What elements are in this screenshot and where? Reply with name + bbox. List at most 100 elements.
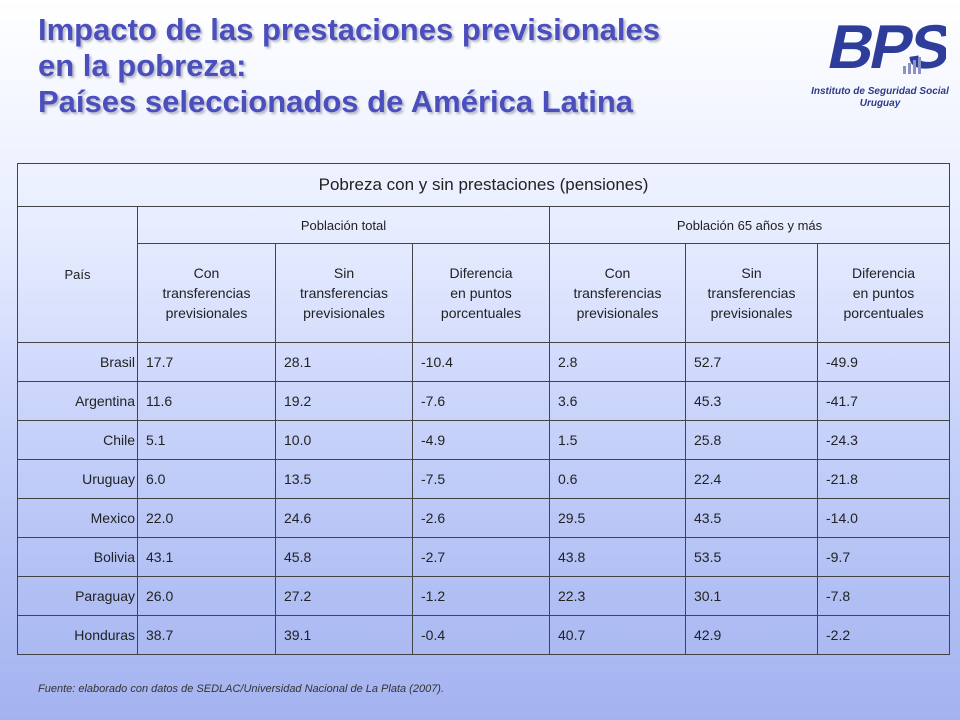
value-cell: -14.0 — [816, 498, 951, 538]
country-cell: Chile — [17, 420, 138, 460]
logo-bar — [903, 66, 906, 74]
slide-title: Impacto de las prestaciones previsionale… — [38, 12, 798, 120]
column-subheader-line: transferencias — [162, 285, 251, 301]
value-cell: -7.8 — [816, 576, 951, 616]
group-header-65-plus: Población 65 años y más — [548, 206, 951, 244]
poverty-table-body: Pobreza con y sin prestaciones (pensione… — [16, 163, 951, 655]
value-cell: -49.9 — [816, 342, 951, 382]
column-subheader-line: Diferencia — [449, 265, 513, 281]
country-column-header: País — [17, 206, 138, 343]
value-cell: -21.8 — [816, 459, 951, 499]
value-cell: 22.0 — [137, 498, 276, 538]
column-subheader: Sin transferencias previsionales — [685, 243, 818, 343]
title-line-1: Impacto de las prestaciones previsionale… — [38, 12, 660, 47]
column-subheader-line: Con — [193, 265, 220, 281]
column-subheader-line: previsionales — [303, 305, 385, 321]
column-subheader-line: Sin — [333, 265, 355, 281]
value-cell: 5.1 — [137, 420, 276, 460]
value-cell: -1.2 — [412, 576, 550, 616]
country-cell: Argentina — [17, 381, 138, 421]
value-cell: -2.6 — [412, 498, 550, 538]
value-cell: 2.8 — [549, 342, 686, 382]
value-cell: -7.6 — [412, 381, 550, 421]
value-cell: 27.2 — [275, 576, 413, 616]
column-subheader-line: previsionales — [710, 305, 793, 321]
value-cell: 45.8 — [275, 537, 413, 577]
column-subheader: Con transferencias previsionales — [137, 243, 276, 343]
value-cell: -41.7 — [816, 381, 951, 421]
column-subheader: Diferencia en puntos porcentuales — [412, 243, 550, 343]
value-cell: 39.1 — [275, 615, 413, 655]
value-cell: -2.2 — [816, 615, 951, 655]
table-row: Uruguay 6.0 13.5 -7.5 0.6 22.4 -21.8 — [17, 459, 951, 499]
value-cell: -10.4 — [412, 342, 550, 382]
value-cell: 24.6 — [275, 498, 413, 538]
table-row: Paraguay 26.0 27.2 -1.2 22.3 30.1 -7.8 — [17, 576, 951, 616]
value-cell: 42.9 — [685, 615, 818, 655]
column-subheader-line: Con — [604, 265, 631, 281]
logo-subtitle-line-1: Instituto de Seguridad Social — [811, 86, 949, 97]
value-cell: -0.4 — [412, 615, 550, 655]
value-cell: 52.7 — [685, 342, 818, 382]
value-cell: 19.2 — [275, 381, 413, 421]
column-subheader: Sin transferencias previsionales — [275, 243, 413, 343]
value-cell: 40.7 — [549, 615, 686, 655]
value-cell: 30.1 — [685, 576, 818, 616]
value-cell: 6.0 — [137, 459, 276, 499]
table-group-header-row: País Población total Población 65 años y… — [17, 206, 951, 343]
table-subheader-row: Con transferencias previsionales Sin transfe… — [18, 243, 951, 343]
value-cell: 29.5 — [549, 498, 686, 538]
value-cell: 1.5 — [549, 420, 686, 460]
column-subheader-line: en puntos — [852, 285, 915, 301]
value-cell: 22.3 — [549, 576, 686, 616]
value-cell: 45.3 — [685, 381, 818, 421]
value-cell: 0.6 — [549, 459, 686, 499]
column-subheader-line: Sin — [741, 265, 762, 281]
value-cell: -9.7 — [816, 537, 951, 577]
country-cell: Honduras — [17, 615, 138, 655]
value-cell: 43.5 — [685, 498, 818, 538]
source-note: Fuente: elaborado con datos de SEDLAC/Un… — [38, 683, 445, 695]
column-subheader-line: transferencias — [707, 285, 796, 301]
poverty-table: Pobreza con y sin prestaciones (pensione… — [16, 163, 951, 655]
table-row: Bolivia 43.1 45.8 -2.7 43.8 53.5 -9.7 — [17, 537, 951, 577]
table-row: Brasil 17.7 28.1 -10.4 2.8 52.7 -49.9 — [17, 342, 951, 382]
logo-bar — [908, 63, 911, 74]
country-cell: Bolivia — [17, 537, 138, 577]
value-cell: 13.5 — [275, 459, 413, 499]
value-cell: 43.1 — [137, 537, 276, 577]
value-cell: 3.6 — [549, 381, 686, 421]
column-subheader-line: previsionales — [576, 305, 659, 321]
table-caption-row: Pobreza con y sin prestaciones (pensione… — [16, 163, 951, 207]
logo-subtitle: Instituto de Seguridad Social Uruguay — [800, 86, 960, 110]
group-header-total-population: Población total — [137, 206, 550, 244]
value-cell: -24.3 — [816, 420, 951, 460]
table-row: Mexico 22.0 24.6 -2.6 29.5 43.5 -14.0 — [17, 498, 951, 538]
value-cell: 43.8 — [549, 537, 686, 577]
column-subheader-line: transferencias — [573, 285, 662, 301]
value-cell: 22.4 — [685, 459, 818, 499]
bps-logo-letters: BPS — [822, 13, 946, 82]
column-subheader-line: porcentuales — [843, 305, 924, 321]
column-subheader-line: porcentuales — [440, 305, 522, 321]
table-row: Argentina 11.6 19.2 -7.6 3.6 45.3 -41.7 — [17, 381, 951, 421]
value-cell: 25.8 — [685, 420, 818, 460]
logo-bar — [913, 60, 916, 74]
value-cell: 28.1 — [275, 342, 413, 382]
table-row: Honduras 38.7 39.1 -0.4 40.7 42.9 -2.2 — [17, 615, 951, 655]
value-cell: 26.0 — [137, 576, 276, 616]
value-cell: 38.7 — [137, 615, 276, 655]
logo-subtitle-line-2: Uruguay — [859, 98, 901, 109]
value-cell: -4.9 — [412, 420, 550, 460]
column-subheader: Con transferencias previsionales — [549, 243, 686, 343]
value-cell: -2.7 — [412, 537, 550, 577]
value-cell: -7.5 — [412, 459, 550, 499]
column-subheader: Diferencia en puntos porcentuales — [816, 243, 951, 343]
column-subheader-line: previsionales — [165, 305, 248, 321]
country-cell: Brasil — [17, 342, 138, 382]
bps-logo: BPS Instituto de Seguridad Social Urugua… — [800, 8, 960, 110]
title-line-3: Países seleccionados de América Latina — [38, 84, 634, 119]
value-cell: 17.7 — [137, 342, 276, 382]
bps-logo-icon: BPS — [822, 13, 946, 82]
title-line-2: en la pobreza: — [38, 48, 247, 83]
